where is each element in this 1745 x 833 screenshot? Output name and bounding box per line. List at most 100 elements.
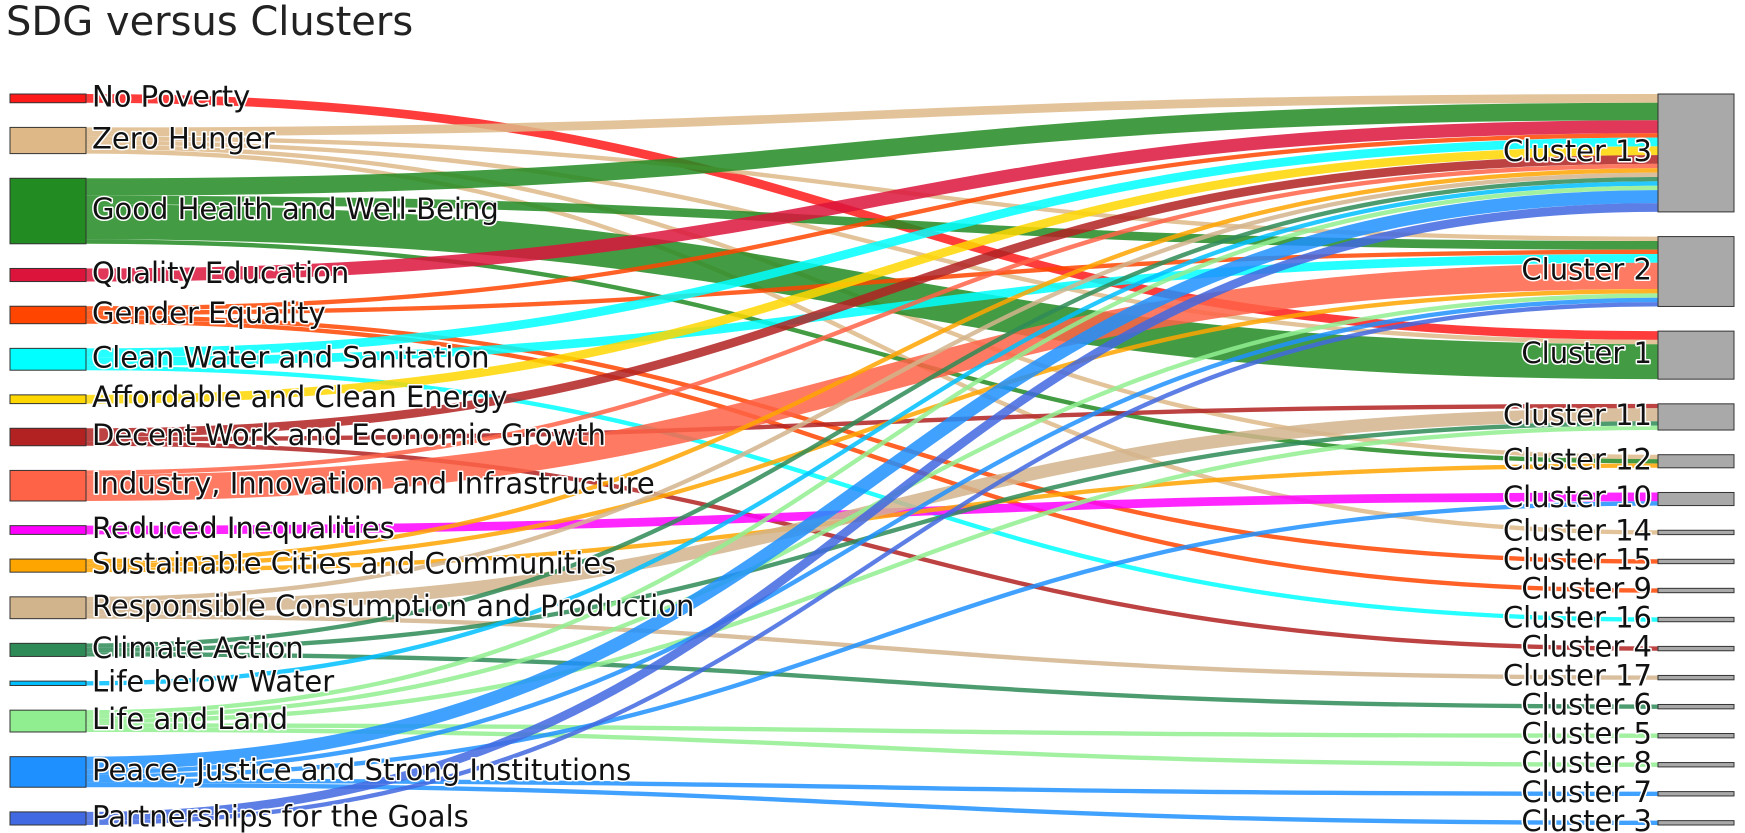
label-cluster-9: Cluster 9 bbox=[1521, 572, 1652, 606]
node-cluster-15[interactable] bbox=[1657, 558, 1735, 565]
label-no-poverty: No Poverty bbox=[92, 79, 250, 113]
node-clean-water-and-sanitation[interactable] bbox=[9, 347, 87, 371]
node-cluster-11[interactable] bbox=[1657, 403, 1735, 431]
link-climate-action-to-cluster-6[interactable] bbox=[85, 652, 1659, 709]
nodes-layer bbox=[9, 93, 1735, 826]
links-layer bbox=[85, 93, 1659, 825]
link-peace-justice-and-strong-institutions-to-cluster-13[interactable] bbox=[85, 190, 1659, 770]
node-sustainable-cities-and-communities[interactable] bbox=[9, 558, 87, 573]
node-life-and-land[interactable] bbox=[9, 709, 87, 733]
node-cluster-1[interactable] bbox=[1657, 330, 1735, 380]
link-peace-justice-and-strong-institutions-to-cluster-10[interactable] bbox=[85, 501, 1659, 779]
label-cluster-2: Cluster 2 bbox=[1521, 253, 1652, 287]
label-partnerships-for-the-goals: Partnerships for the Goals bbox=[92, 799, 469, 833]
label-cluster-11: Cluster 11 bbox=[1503, 398, 1652, 432]
label-cluster-16: Cluster 16 bbox=[1503, 601, 1652, 635]
node-cluster-9[interactable] bbox=[1657, 587, 1735, 594]
link-responsible-consumption-and-production-to-cluster-17[interactable] bbox=[85, 614, 1659, 680]
link-quality-education-to-cluster-13[interactable] bbox=[85, 120, 1659, 282]
label-cluster-6: Cluster 6 bbox=[1521, 688, 1652, 722]
label-peace-justice-and-strong-institutions: Peace, Justice and Strong Institutions bbox=[92, 753, 631, 787]
link-life-and-land-to-cluster-13[interactable] bbox=[85, 185, 1659, 715]
link-clean-water-and-sanitation-to-cluster-2[interactable] bbox=[85, 254, 1659, 366]
link-industry-innovation-and-infrastructure-to-cluster-13[interactable] bbox=[85, 163, 1659, 475]
link-affordable-and-clean-energy-to-cluster-13[interactable] bbox=[85, 146, 1659, 404]
node-cluster-6[interactable] bbox=[1657, 703, 1735, 710]
link-partnerships-for-the-goals-to-cluster-2[interactable] bbox=[85, 302, 1659, 825]
node-good-health-and-well-being[interactable] bbox=[9, 177, 87, 245]
label-responsible-consumption-and-production: Responsible Consumption and Production bbox=[92, 589, 694, 623]
node-no-poverty[interactable] bbox=[9, 93, 87, 104]
node-cluster-10[interactable] bbox=[1657, 491, 1735, 507]
link-good-health-and-well-being-to-cluster-13[interactable] bbox=[85, 102, 1659, 196]
label-life-and-land: Life and Land bbox=[92, 702, 288, 736]
label-cluster-17: Cluster 17 bbox=[1503, 659, 1652, 693]
link-decent-work-and-economic-growth-to-cluster-4[interactable] bbox=[85, 441, 1659, 651]
link-responsible-consumption-and-production-to-cluster-13[interactable] bbox=[85, 172, 1659, 602]
label-sustainable-cities-and-communities: Sustainable Cities and Communities bbox=[92, 547, 616, 581]
node-cluster-4[interactable] bbox=[1657, 645, 1735, 652]
label-reduced-inequalities: Reduced Inequalities bbox=[92, 511, 395, 545]
link-life-and-land-to-cluster-11[interactable] bbox=[85, 425, 1659, 724]
node-zero-hunger[interactable] bbox=[9, 126, 87, 155]
label-zero-hunger: Zero Hunger bbox=[92, 122, 275, 156]
node-life-below-water[interactable] bbox=[9, 680, 87, 686]
link-gender-equality-to-cluster-2[interactable] bbox=[85, 249, 1659, 315]
label-cluster-10: Cluster 10 bbox=[1503, 480, 1652, 514]
link-gender-equality-to-cluster-15[interactable] bbox=[85, 314, 1659, 564]
node-cluster-14[interactable] bbox=[1657, 529, 1735, 536]
label-cluster-5: Cluster 5 bbox=[1521, 717, 1652, 751]
node-partnerships-for-the-goals[interactable] bbox=[9, 811, 87, 826]
node-cluster-16[interactable] bbox=[1657, 616, 1735, 623]
node-cluster-2[interactable] bbox=[1657, 236, 1735, 307]
link-decent-work-and-economic-growth-to-cluster-11[interactable] bbox=[85, 403, 1659, 442]
node-cluster-17[interactable] bbox=[1657, 674, 1735, 681]
label-life-below-water: Life below Water bbox=[92, 664, 334, 698]
node-industry-innovation-and-infrastructure[interactable] bbox=[9, 469, 87, 502]
node-affordable-and-clean-energy[interactable] bbox=[9, 394, 87, 405]
label-cluster-12: Cluster 12 bbox=[1503, 442, 1652, 476]
link-sustainable-cities-and-communities-to-cluster-2[interactable] bbox=[85, 288, 1659, 568]
node-quality-education[interactable] bbox=[9, 267, 87, 283]
labels-layer: No Poverty Zero Hunger Good Health and Wel… bbox=[91, 78, 1654, 833]
node-gender-equality[interactable] bbox=[9, 305, 87, 325]
node-cluster-12[interactable] bbox=[1657, 454, 1735, 469]
link-partnerships-for-the-goals-to-cluster-13[interactable] bbox=[85, 203, 1659, 821]
link-zero-hunger-to-cluster-13[interactable] bbox=[85, 93, 1659, 137]
label-cluster-13: Cluster 13 bbox=[1503, 134, 1652, 168]
link-industry-innovation-and-infrastructure-to-cluster-2[interactable] bbox=[85, 262, 1659, 501]
link-clean-water-and-sanitation-to-cluster-13[interactable] bbox=[85, 137, 1659, 358]
link-peace-justice-and-strong-institutions-to-cluster-2[interactable] bbox=[85, 297, 1659, 775]
link-decent-work-and-economic-growth-to-cluster-13[interactable] bbox=[85, 155, 1659, 438]
node-decent-work-and-economic-growth[interactable] bbox=[9, 427, 87, 447]
label-good-health-and-well-being: Good Health and Well-Being bbox=[92, 192, 499, 226]
link-climate-action-to-cluster-13[interactable] bbox=[85, 176, 1659, 648]
label-cluster-3: Cluster 3 bbox=[1521, 804, 1652, 833]
chart-title: SDG versus Clusters bbox=[6, 0, 414, 45]
node-cluster-13[interactable] bbox=[1657, 93, 1735, 213]
label-quality-education: Quality Education bbox=[92, 256, 349, 290]
node-cluster-8[interactable] bbox=[1657, 762, 1735, 768]
label-clean-water-and-sanitation: Clean Water and Sanitation bbox=[92, 340, 490, 374]
node-cluster-7[interactable] bbox=[1657, 791, 1735, 797]
label-industry-innovation-and-infrastructure: Industry, Innovation and Infrastructure bbox=[92, 467, 655, 501]
link-life-below-water-to-cluster-13[interactable] bbox=[85, 181, 1659, 686]
label-cluster-4: Cluster 4 bbox=[1521, 630, 1652, 664]
label-cluster-1: Cluster 1 bbox=[1521, 336, 1652, 370]
label-affordable-and-clean-energy: Affordable and Clean Energy bbox=[92, 380, 508, 414]
link-peace-justice-and-strong-institutions-to-cluster-3[interactable] bbox=[85, 782, 1659, 825]
node-reduced-inequalities[interactable] bbox=[9, 525, 87, 535]
label-decent-work-and-economic-growth: Decent Work and Economic Growth bbox=[92, 418, 606, 452]
label-cluster-14: Cluster 14 bbox=[1503, 513, 1652, 547]
node-responsible-consumption-and-production[interactable] bbox=[9, 596, 87, 620]
node-cluster-3[interactable] bbox=[1657, 820, 1735, 826]
node-cluster-5[interactable] bbox=[1657, 733, 1735, 739]
node-climate-action[interactable] bbox=[9, 642, 87, 657]
label-gender-equality: Gender Equality bbox=[92, 296, 326, 330]
link-life-and-land-to-cluster-2[interactable] bbox=[85, 293, 1659, 719]
link-sustainable-cities-and-communities-to-cluster-13[interactable] bbox=[85, 168, 1659, 564]
link-gender-equality-to-cluster-13[interactable] bbox=[85, 133, 1659, 311]
node-peace-justice-and-strong-institutions[interactable] bbox=[9, 756, 87, 788]
label-cluster-15: Cluster 15 bbox=[1503, 542, 1652, 576]
